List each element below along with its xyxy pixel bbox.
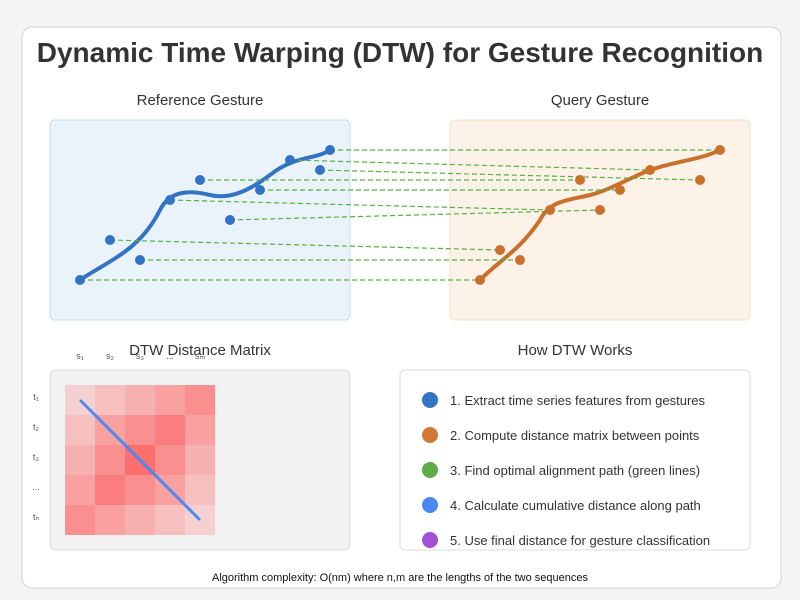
query-point-9 <box>695 175 705 185</box>
distance-matrix: s₁ s₂ s₃... sₘ t₁ t₂ t₃... tₙ <box>32 351 215 535</box>
step-5-text: 5. Use final distance for gesture classi… <box>450 533 710 548</box>
step-3-text: 3. Find optimal alignment path (green li… <box>450 463 700 478</box>
query-panel <box>449 119 751 321</box>
matrix-cell-2-5 <box>185 415 215 445</box>
matrix-col-label: ... <box>166 351 174 361</box>
reference-point-8 <box>285 155 295 165</box>
query-point-10 <box>715 145 725 155</box>
query-point-7 <box>615 185 625 195</box>
matrix-cell-1-2 <box>95 385 125 415</box>
step-2-bullet <box>422 427 438 443</box>
alignment-line-4 <box>169 199 551 211</box>
steps-list: 1. Extract time series features from ges… <box>422 392 710 548</box>
reference-panel <box>49 119 351 321</box>
step-4-bullet <box>422 497 438 513</box>
matrix-cell-2-1 <box>65 415 95 445</box>
matrix-title: DTW Distance Matrix <box>129 342 271 359</box>
query-gesture-curve <box>478 148 722 282</box>
query-point-6 <box>595 205 605 215</box>
query-point-5 <box>575 175 585 185</box>
alignment-line-8 <box>289 159 651 171</box>
matrix-cell-4-5 <box>185 475 215 505</box>
query-points <box>475 145 725 285</box>
steps-title: How DTW Works <box>518 342 633 359</box>
alignment-lines <box>80 149 720 281</box>
matrix-cell-3-5 <box>185 445 215 475</box>
alignment-line-2 <box>109 239 501 251</box>
matrix-cell-3-4 <box>155 445 185 475</box>
step-5-bullet <box>422 532 438 548</box>
reference-gesture-label: Reference Gesture <box>137 92 264 109</box>
matrix-row-label: t₁ <box>33 392 39 402</box>
matrix-cell-4-1 <box>65 475 95 505</box>
matrix-row-label: tₙ <box>33 512 40 522</box>
matrix-col-label: s₁ <box>76 351 84 361</box>
query-point-8 <box>645 165 655 175</box>
matrix-cell-5-4 <box>155 505 185 535</box>
matrix-cell-1-3 <box>125 385 155 415</box>
reference-point-6 <box>225 215 235 225</box>
step-4-text: 4. Calculate cumulative distance along p… <box>450 498 701 513</box>
matrix-cell-3-1 <box>65 445 95 475</box>
matrix-cell-3-2 <box>95 445 125 475</box>
reference-point-10 <box>325 145 335 155</box>
reference-point-1 <box>75 275 85 285</box>
matrix-row-label: ... <box>32 482 40 492</box>
reference-point-2 <box>105 235 115 245</box>
reference-point-5 <box>195 175 205 185</box>
matrix-row-label: t₂ <box>33 422 40 432</box>
step-3-bullet <box>422 462 438 478</box>
complexity-note: Algorithm complexity: O(nm) where n,m ar… <box>212 572 589 584</box>
matrix-cell-5-2 <box>95 505 125 535</box>
matrix-cell-5-1 <box>65 505 95 535</box>
reference-point-9 <box>315 165 325 175</box>
query-point-4 <box>545 205 555 215</box>
reference-point-4 <box>165 195 175 205</box>
matrix-col-label: sₘ <box>195 351 206 361</box>
query-point-1 <box>475 275 485 285</box>
alignment-line-9 <box>319 169 701 181</box>
step-1-bullet <box>422 392 438 408</box>
warping-path <box>78 398 202 522</box>
matrix-cell-2-3 <box>125 415 155 445</box>
alignment-line-6 <box>229 209 601 221</box>
matrix-cell-4-3 <box>125 475 155 505</box>
query-point-2 <box>495 245 505 255</box>
matrix-cell-4-2 <box>95 475 125 505</box>
query-gesture-label: Query Gesture <box>551 92 649 109</box>
matrix-cell-5-3 <box>125 505 155 535</box>
matrix-cell-1-4 <box>155 385 185 415</box>
steps-panel <box>399 369 751 551</box>
matrix-col-label: s₂ <box>106 351 115 361</box>
step-2-text: 2. Compute distance matrix between point… <box>450 428 700 443</box>
matrix-col-label: s₃ <box>136 351 145 361</box>
matrix-cell-1-5 <box>185 385 215 415</box>
matrix-row-label: t₃ <box>33 452 40 462</box>
matrix-cell-2-4 <box>155 415 185 445</box>
query-point-3 <box>515 255 525 265</box>
reference-points <box>75 145 335 285</box>
step-1-text: 1. Extract time series features from ges… <box>450 393 706 408</box>
reference-point-7 <box>255 185 265 195</box>
reference-point-3 <box>135 255 145 265</box>
diagram-title: Dynamic Time Warping (DTW) for Gesture R… <box>37 37 764 68</box>
